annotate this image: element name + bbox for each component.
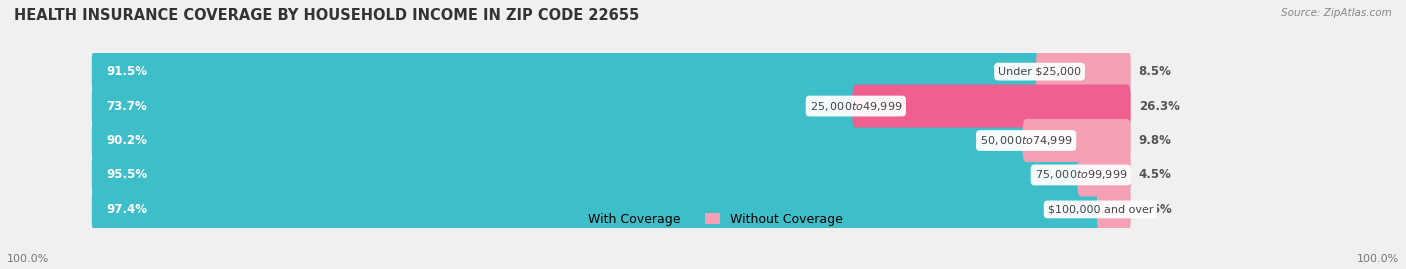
FancyBboxPatch shape bbox=[91, 188, 1104, 231]
FancyBboxPatch shape bbox=[1036, 50, 1130, 93]
FancyBboxPatch shape bbox=[91, 153, 1084, 196]
FancyBboxPatch shape bbox=[91, 119, 1130, 162]
Text: 100.0%: 100.0% bbox=[1357, 254, 1399, 264]
Text: Source: ZipAtlas.com: Source: ZipAtlas.com bbox=[1281, 8, 1392, 18]
Text: 100.0%: 100.0% bbox=[7, 254, 49, 264]
Text: $50,000 to $74,999: $50,000 to $74,999 bbox=[980, 134, 1073, 147]
FancyBboxPatch shape bbox=[1097, 188, 1130, 231]
Text: Under $25,000: Under $25,000 bbox=[998, 67, 1081, 77]
FancyBboxPatch shape bbox=[1077, 153, 1130, 196]
FancyBboxPatch shape bbox=[91, 153, 1130, 196]
Text: $75,000 to $99,999: $75,000 to $99,999 bbox=[1035, 168, 1128, 182]
Text: 9.8%: 9.8% bbox=[1139, 134, 1171, 147]
Text: 73.7%: 73.7% bbox=[107, 100, 148, 112]
FancyBboxPatch shape bbox=[91, 188, 1130, 231]
Legend: With Coverage, Without Coverage: With Coverage, Without Coverage bbox=[558, 208, 848, 231]
Text: 4.5%: 4.5% bbox=[1139, 168, 1171, 182]
FancyBboxPatch shape bbox=[852, 84, 1130, 128]
Text: $100,000 and over: $100,000 and over bbox=[1047, 204, 1153, 214]
FancyBboxPatch shape bbox=[91, 50, 1130, 93]
FancyBboxPatch shape bbox=[91, 50, 1043, 93]
FancyBboxPatch shape bbox=[91, 84, 859, 128]
Text: 91.5%: 91.5% bbox=[107, 65, 148, 78]
Text: HEALTH INSURANCE COVERAGE BY HOUSEHOLD INCOME IN ZIP CODE 22655: HEALTH INSURANCE COVERAGE BY HOUSEHOLD I… bbox=[14, 8, 640, 23]
Text: 2.6%: 2.6% bbox=[1139, 203, 1171, 216]
Text: 95.5%: 95.5% bbox=[107, 168, 148, 182]
FancyBboxPatch shape bbox=[1022, 119, 1130, 162]
Text: $25,000 to $49,999: $25,000 to $49,999 bbox=[810, 100, 903, 112]
Text: 97.4%: 97.4% bbox=[107, 203, 148, 216]
FancyBboxPatch shape bbox=[91, 84, 1130, 128]
Text: 26.3%: 26.3% bbox=[1139, 100, 1180, 112]
Text: 8.5%: 8.5% bbox=[1139, 65, 1171, 78]
Text: 90.2%: 90.2% bbox=[107, 134, 148, 147]
FancyBboxPatch shape bbox=[91, 119, 1029, 162]
